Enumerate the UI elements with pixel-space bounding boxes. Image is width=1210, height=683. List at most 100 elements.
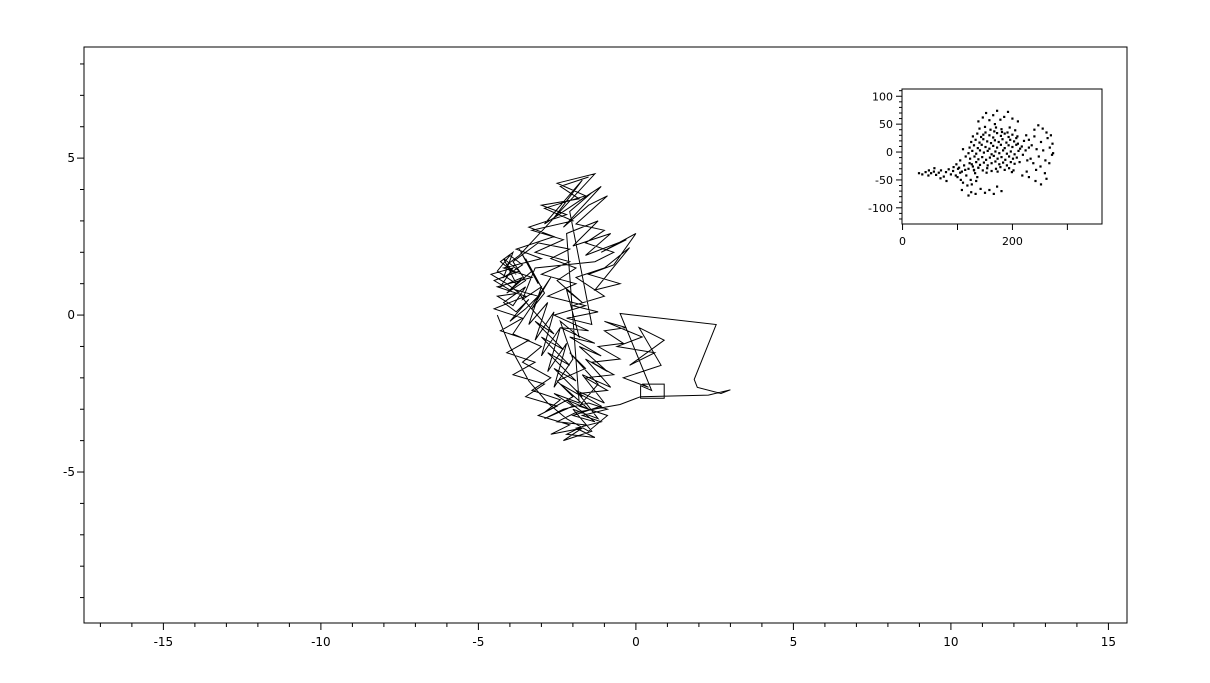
scatter-point	[982, 151, 985, 154]
scatter-point	[996, 185, 999, 188]
scatter-point	[986, 164, 989, 167]
scatter-point	[982, 161, 985, 164]
y-tick-label: 0	[67, 308, 75, 322]
scatter-point	[1001, 138, 1004, 141]
y-tick-label: 0	[886, 146, 893, 159]
scatter-point	[996, 146, 999, 149]
scatter-point	[990, 162, 993, 165]
scatter-point	[1025, 134, 1028, 137]
scatter-point	[1034, 179, 1037, 183]
scatter-point	[1015, 143, 1018, 146]
scatter-point	[1000, 190, 1003, 193]
scatter-point	[989, 128, 992, 131]
scatter-point	[937, 171, 940, 174]
y-tick-label: 100	[872, 90, 893, 103]
scatter-point	[983, 125, 987, 128]
scatter-point	[976, 147, 979, 150]
scatter-point	[975, 161, 978, 164]
scatter-point	[1051, 142, 1054, 145]
scatter-point	[947, 168, 950, 171]
inset-scatter-series	[917, 109, 1055, 197]
scatter-point	[988, 119, 991, 122]
scatter-point	[1016, 120, 1019, 123]
x-tick-label: 0	[899, 235, 906, 248]
scatter-point	[954, 174, 957, 177]
scatter-point	[988, 134, 991, 137]
scatter-point	[994, 167, 998, 170]
scatter-point	[982, 133, 985, 136]
scatter-point	[1015, 156, 1018, 159]
scatter-point	[997, 140, 1000, 144]
scatter-point	[1042, 149, 1045, 152]
scatter-point	[993, 123, 996, 126]
scatter-point	[1015, 137, 1018, 140]
scatter-point	[977, 120, 980, 123]
scatter-point	[984, 131, 987, 134]
scatter-point	[952, 169, 955, 173]
scatter-point	[1027, 138, 1030, 141]
scatter-point	[1009, 161, 1012, 164]
scatter-point	[1046, 137, 1049, 140]
scatter-point	[992, 114, 995, 117]
scatter-point	[1014, 129, 1017, 132]
x-tick-label: 200	[1002, 235, 1023, 248]
scatter-point	[1003, 147, 1006, 150]
scatter-point	[996, 157, 999, 160]
x-tick-label: 5	[790, 635, 798, 649]
scatter-point	[967, 194, 970, 197]
scatter-point	[971, 135, 974, 138]
scatter-point	[1011, 145, 1014, 149]
scatter-point	[992, 154, 995, 157]
scatter-point	[1022, 139, 1026, 142]
scatter-point	[1037, 124, 1040, 127]
scatter-point	[1050, 153, 1054, 156]
scatter-point	[974, 192, 977, 195]
scatter-point	[1021, 174, 1024, 177]
scatter-point	[964, 168, 967, 171]
scatter-point	[955, 163, 958, 166]
scatter-point	[978, 141, 981, 144]
scatter-point	[1044, 159, 1047, 162]
scatter-point	[968, 162, 971, 165]
scatter-point	[961, 181, 965, 184]
scatter-point	[1010, 171, 1013, 174]
scatter-point	[1013, 162, 1016, 165]
scatter-point	[1021, 153, 1024, 156]
scatter-point	[1041, 127, 1044, 130]
scatter-point	[1006, 110, 1010, 113]
scatter-point	[998, 152, 1001, 155]
scatter-point	[1003, 168, 1006, 171]
scatter-point	[1006, 131, 1009, 134]
y-tick-label: -100	[868, 202, 893, 215]
scatter-point	[985, 158, 988, 161]
scatter-point	[999, 166, 1002, 169]
plot-frame	[83, 46, 1128, 624]
scatter-point	[990, 169, 993, 173]
scatter-point	[993, 130, 996, 133]
scatter-point	[1039, 183, 1043, 186]
scatter-point	[972, 168, 976, 171]
y-tick-label: 5	[67, 151, 75, 165]
scatter-point	[974, 172, 977, 175]
scatter-point	[1007, 144, 1010, 147]
y-tick-label: 50	[879, 118, 893, 131]
trajectory-series	[489, 172, 731, 442]
scatter-point	[971, 165, 974, 168]
scatter-point	[996, 109, 999, 112]
scatter-point	[960, 188, 963, 192]
x-tick-label: -10	[311, 635, 331, 649]
scatter-point	[963, 164, 966, 167]
scatter-point	[1016, 142, 1019, 145]
scatter-point	[1008, 167, 1011, 170]
scatter-point	[1016, 135, 1019, 138]
scatter-point	[1012, 169, 1015, 172]
scatter-point	[976, 176, 979, 179]
scatter-point	[999, 134, 1002, 137]
scatter-point	[981, 156, 984, 159]
scatter-point	[949, 173, 952, 176]
scatter-point	[970, 183, 973, 186]
scatter-point	[944, 171, 948, 174]
scatter-point	[1029, 157, 1032, 160]
